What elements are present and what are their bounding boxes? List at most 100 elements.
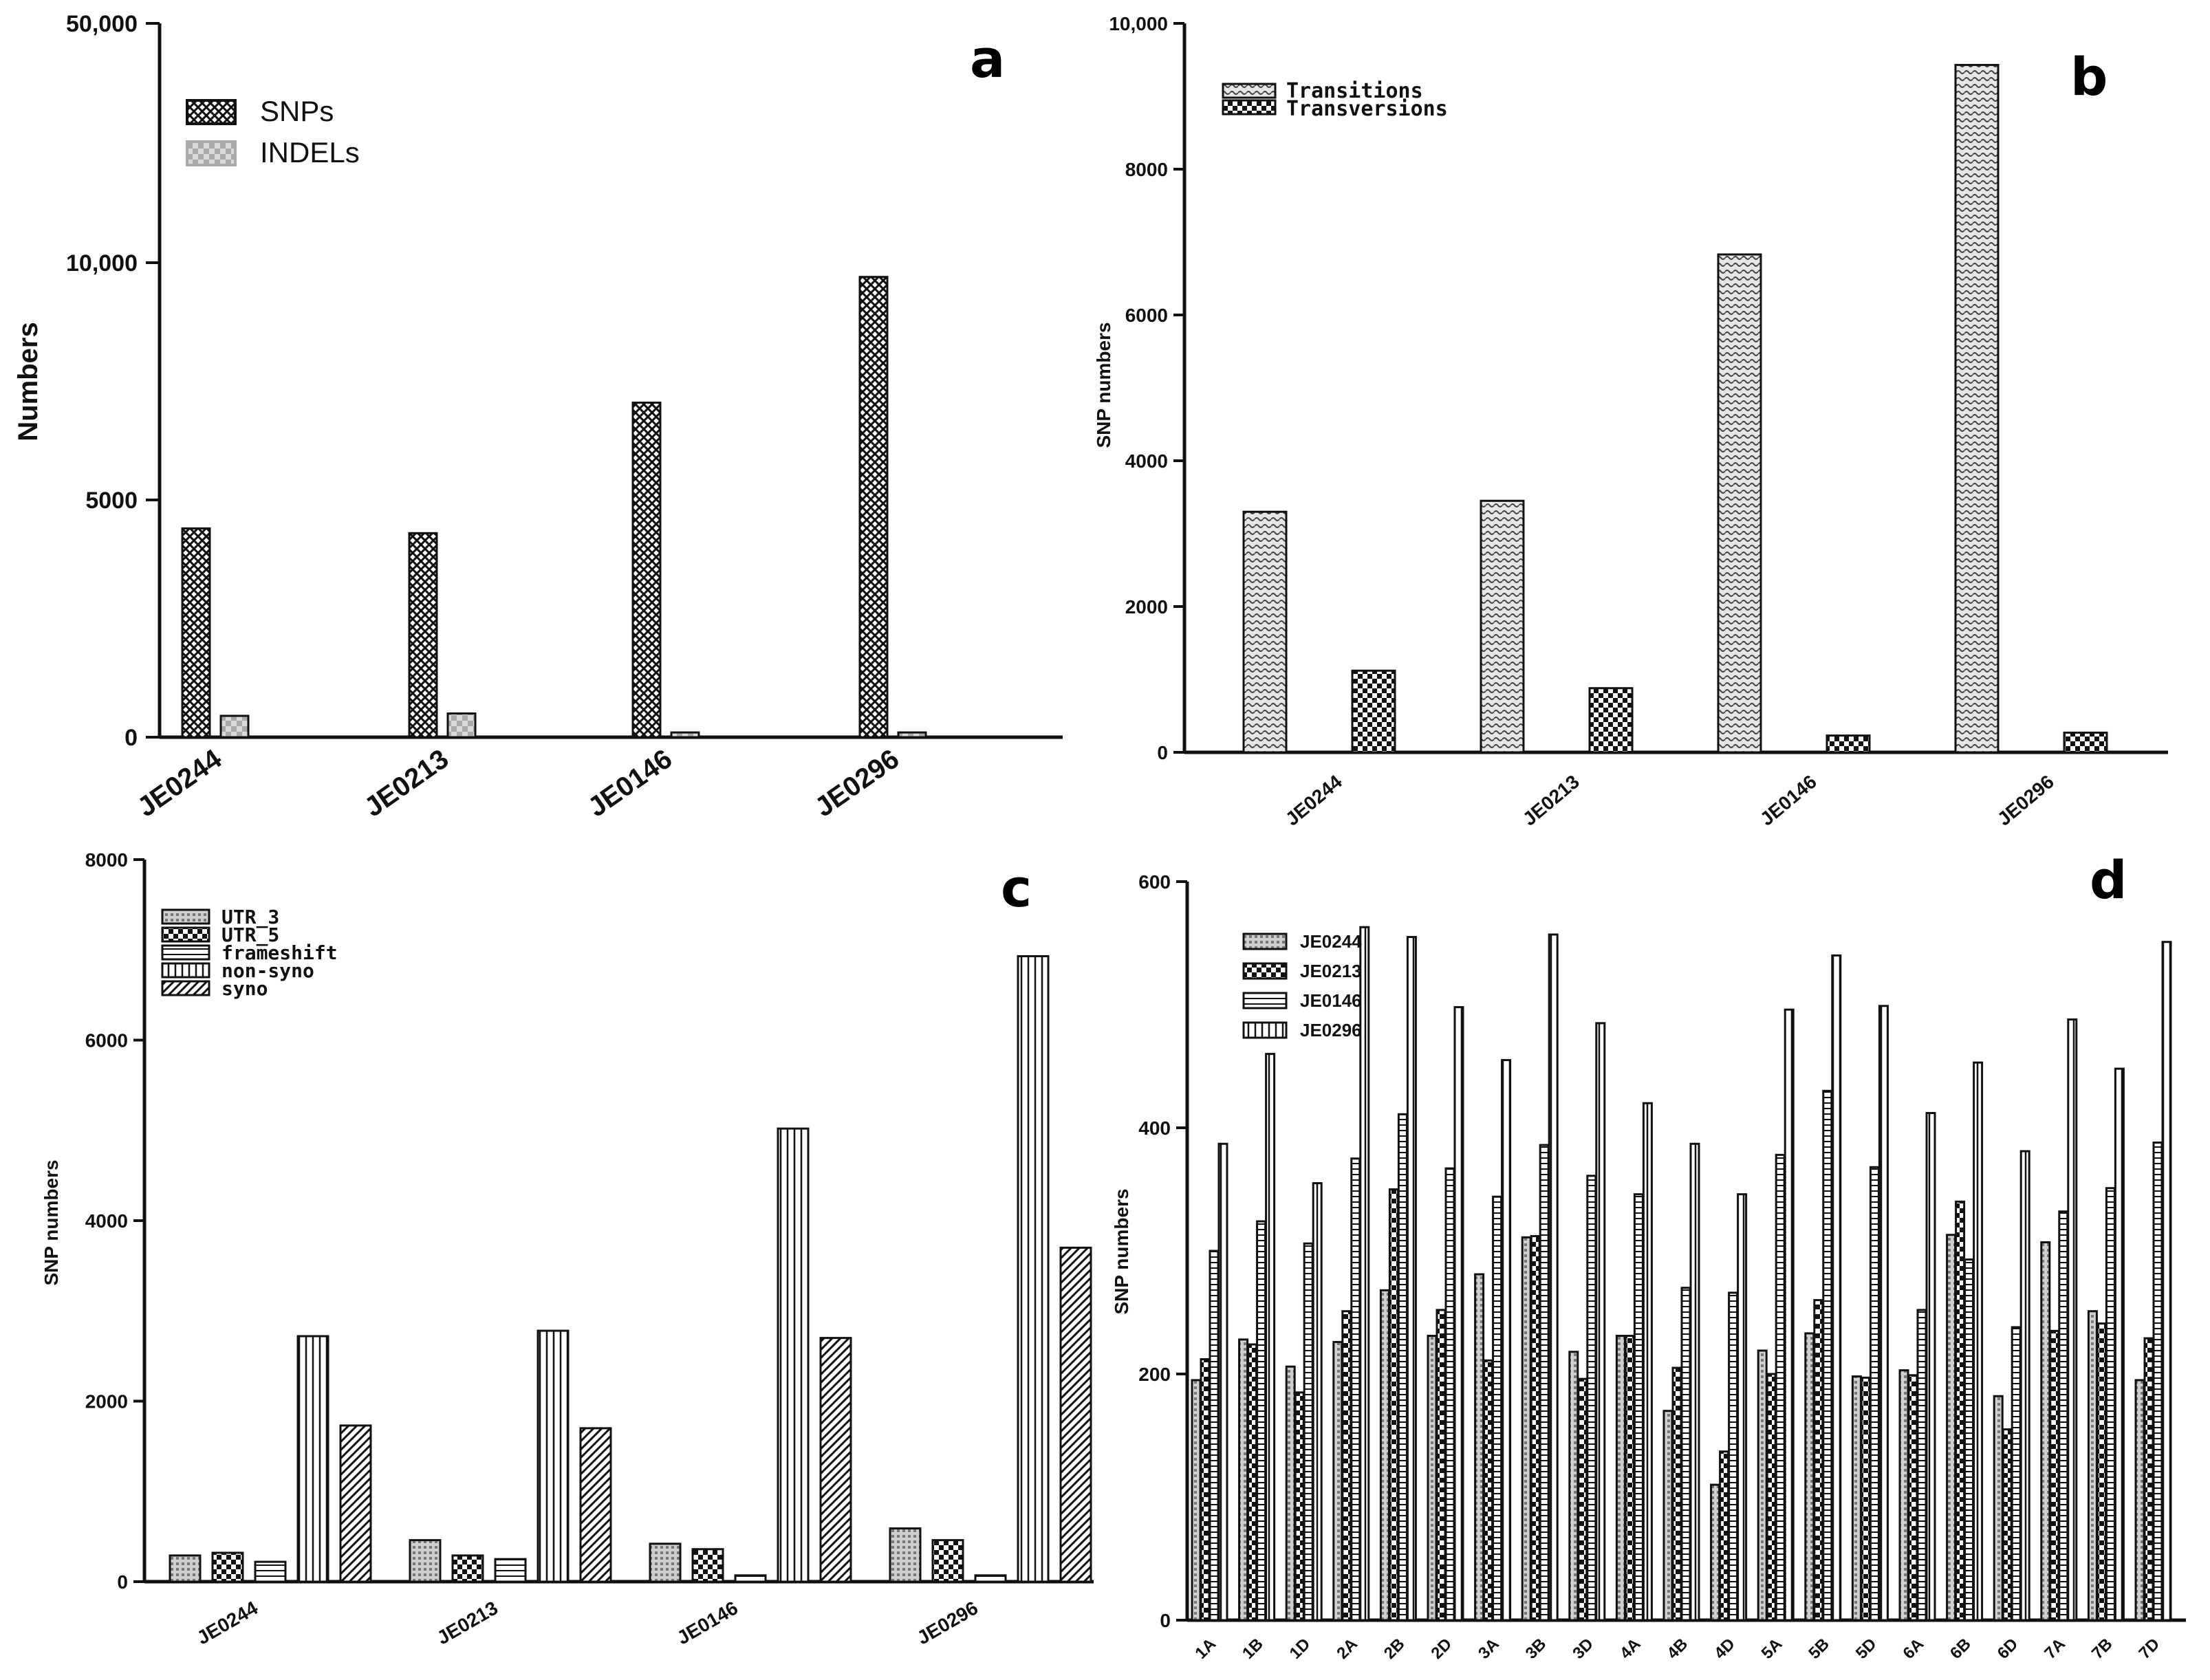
bar-je0244-3b (1521, 1236, 1532, 1622)
bar-frameshift-je0296 (974, 1574, 1007, 1583)
bar-je0146-5b (1822, 1089, 1833, 1622)
bar-je0244-4a (1615, 1335, 1626, 1622)
panel-c-x-ticks: JE0244 JE0213 JE0146 JE0296 (193, 1597, 982, 1648)
y-tick-label: 0 (124, 725, 138, 751)
legend-swatch-je0213 (1242, 962, 1288, 980)
y-tick-label: 0 (117, 1571, 128, 1593)
bar-snps-je0296 (858, 276, 889, 739)
bar-transitions-je0244 (1242, 510, 1288, 754)
bar-je0146-4b (1680, 1287, 1691, 1622)
bar-je0244-3d (1568, 1351, 1579, 1622)
y-tick-label: 200 (1138, 1364, 1171, 1385)
bar-je0146-5d (1869, 1166, 1880, 1622)
bar-je0296-4a (1642, 1102, 1653, 1622)
legend-label-syno: syno (221, 977, 268, 1000)
legend-label-je0244: JE0244 (1300, 931, 1362, 952)
bar-je0213-4d (1719, 1450, 1730, 1622)
panel-d-y-label: SNP numbers (1111, 1188, 1132, 1314)
bar-je0296-3b (1548, 933, 1559, 1622)
x-tick-label-je0213: JE0213 (1519, 771, 1583, 830)
bar-utr-5-je0296 (931, 1539, 964, 1583)
x-tick-label-2b: 2B (1380, 1635, 1409, 1663)
bar-utr-3-je0146 (649, 1542, 682, 1583)
x-tick-label-6a: 6A (1899, 1635, 1927, 1663)
bar-utr-5-je0213 (451, 1554, 484, 1583)
y-tick-label: 10,000 (1109, 13, 1168, 34)
bar-je0146-2b (1397, 1113, 1408, 1622)
bar-je0146-3d (1586, 1175, 1597, 1622)
x-tick-label-1a: 1A (1191, 1635, 1220, 1663)
panel-d-legend: JE0244 JE0213 JE0146 JE0296 (1242, 931, 1362, 1040)
x-tick-label-je0146: JE0146 (583, 743, 678, 822)
legend-label-non-syno: non-syno (221, 959, 314, 982)
bar-je0244-6d (1993, 1395, 2004, 1622)
bar-je0146-2a (1350, 1157, 1361, 1622)
bar-je0213-5a (1766, 1373, 1777, 1622)
panel-d-chart: 0 200 400 600 SNP numbers d 1A 1B 1D 2A 2B 2D 3A 3… (1111, 849, 2186, 1663)
y-tick-label: 8000 (1125, 159, 1168, 180)
panel-d-y-ticks: 0 200 400 600 (1138, 871, 1187, 1631)
bar-frameshift-je0244 (254, 1560, 287, 1583)
panel-c-label: c (1001, 858, 1032, 919)
bar-je0146-4a (1633, 1193, 1644, 1622)
bar-je0244-2b (1379, 1289, 1390, 1622)
panel-c-y-ticks: 0 2000 4000 6000 8000 (85, 849, 144, 1593)
bar-je0213-4a (1624, 1335, 1635, 1622)
legend-label-transitions: Transitions (1286, 79, 1423, 103)
panel-a-label: a (970, 28, 1005, 89)
legend-label-je0296: JE0296 (1300, 1020, 1362, 1040)
panel-d-bars (1191, 926, 2172, 1622)
panel-d-label: d (2090, 849, 2127, 910)
x-tick-label-je0296: JE0296 (913, 1597, 982, 1648)
bar-je0213-3b (1530, 1235, 1541, 1622)
legend-swatch-indels (186, 140, 237, 166)
bar-je0244-2a (1332, 1340, 1343, 1622)
x-tick-label-je0244: JE0244 (193, 1597, 261, 1648)
bar-frameshift-je0146 (734, 1574, 767, 1583)
bar-je0296-1b (1265, 1053, 1276, 1622)
bar-je0213-2b (1388, 1188, 1399, 1622)
y-tick-label: 0 (1160, 1610, 1171, 1631)
panel-a-y-label: Numbers (13, 322, 43, 441)
x-tick-label-2d: 2D (1427, 1635, 1455, 1663)
bar-je0146-6a (1916, 1309, 1927, 1622)
bar-transversions-je0244 (1351, 669, 1396, 754)
bar-syno-je0296 (1059, 1246, 1092, 1583)
legend-label-utr5: UTR_5 (221, 924, 279, 946)
x-tick-label-je0146: JE0146 (673, 1597, 741, 1648)
bar-je0296-5b (1831, 954, 1842, 1622)
bar-je0244-1b (1238, 1338, 1249, 1622)
bar-syno-je0213 (579, 1427, 612, 1583)
bar-transitions-je0296 (1954, 63, 2000, 754)
panel-b-legend: Transitions Transversions (1222, 79, 1448, 121)
bar-je0296-3a (1501, 1059, 1512, 1622)
x-tick-label-6d: 6D (1994, 1635, 2022, 1663)
bar-je0146-2d (1444, 1167, 1455, 1622)
bar-je0244-7b (2087, 1310, 2098, 1622)
bar-je0244-5d (1851, 1375, 1862, 1622)
x-tick-label-je0244: JE0244 (132, 743, 228, 823)
bar-je0244-4b (1662, 1410, 1673, 1622)
bar-je0146-1a (1209, 1250, 1220, 1622)
y-tick-label: 6000 (1125, 305, 1168, 326)
bar-syno-je0244 (339, 1424, 372, 1583)
legend-swatch-utr5 (161, 926, 210, 943)
y-tick-label: 6000 (85, 1030, 128, 1051)
bar-non-syno-je0244 (296, 1335, 329, 1583)
legend-swatch-transversions (1222, 99, 1277, 116)
x-tick-label-3b: 3B (1522, 1635, 1550, 1663)
y-tick-label: 2000 (85, 1391, 128, 1412)
bar-je0146-3a (1492, 1195, 1503, 1622)
bar-je0296-1d (1312, 1182, 1323, 1622)
panel-a-legend: SNPs INDELs (186, 95, 360, 168)
x-tick-label-1b: 1B (1239, 1635, 1267, 1663)
legend-swatch-snps (186, 99, 237, 125)
bar-transitions-je0213 (1480, 499, 1525, 754)
panel-b-y-ticks: 0 2000 4000 6000 8000 10,000 (1109, 13, 1184, 763)
x-tick-label-5b: 5B (1805, 1635, 1833, 1663)
bar-je0296-5a (1784, 1008, 1795, 1622)
x-tick-label-je0244: JE0244 (1281, 771, 1346, 830)
bar-je0244-5b (1804, 1332, 1815, 1622)
bar-je0296-6d (2019, 1150, 2030, 1622)
